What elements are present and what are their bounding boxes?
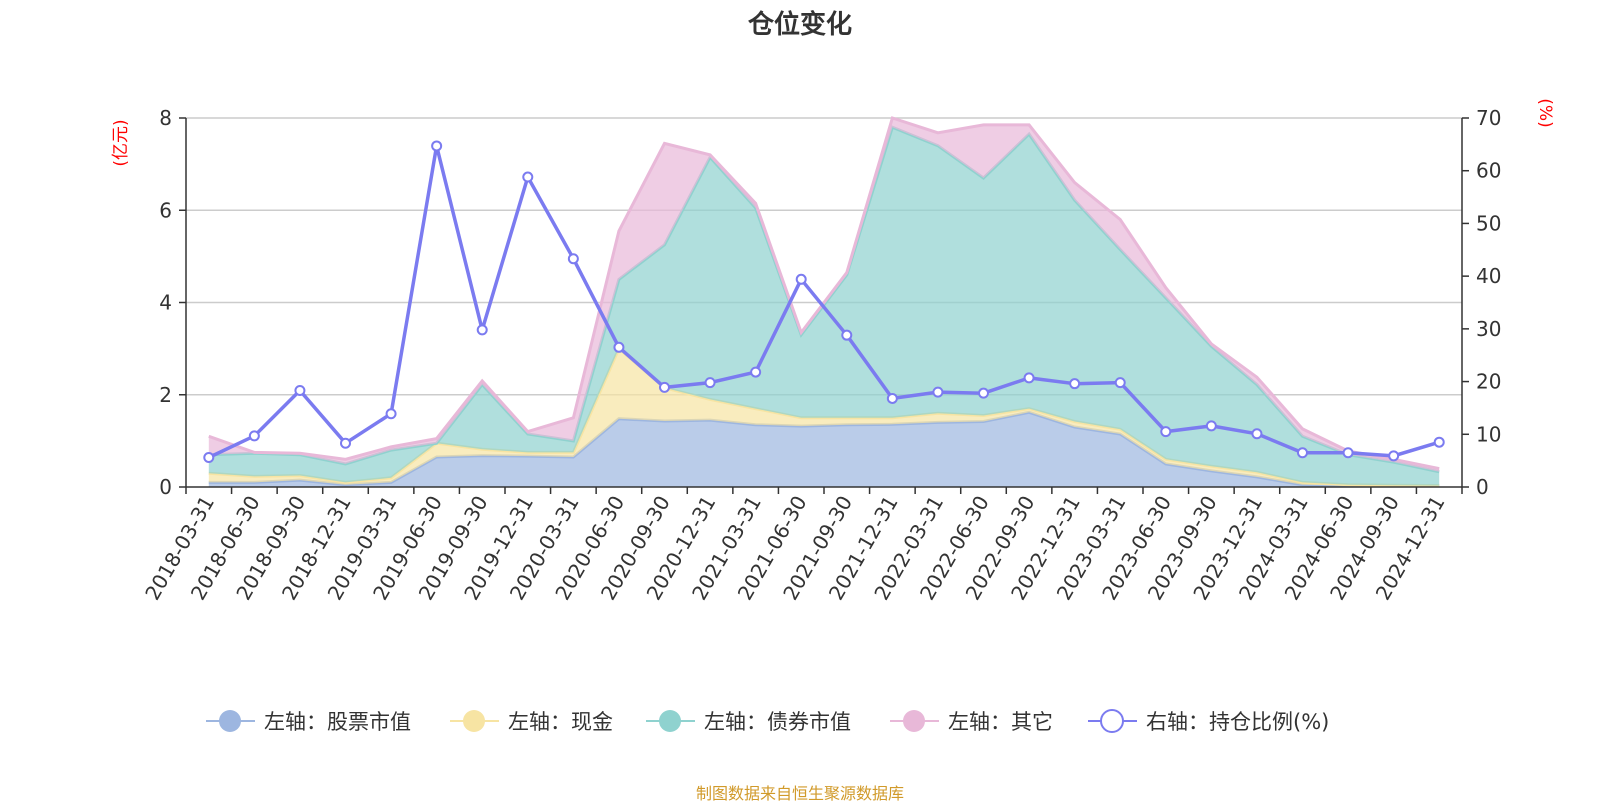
legend-marker [659, 710, 681, 732]
right-tick-label: 20 [1476, 370, 1501, 394]
legend: 左轴：股票市值 左轴：现金 左轴：债券市值 左轴：其它 右轴：持仓比例(%) [206, 709, 1329, 734]
legend-item-2: 左轴：现金 [450, 710, 613, 734]
right-axis-unit: (%) [1535, 98, 1555, 127]
ratio-point [750, 366, 762, 378]
ratio-point [522, 171, 534, 183]
left-tick-label: 0 [159, 475, 172, 499]
ratio-line [208, 144, 1440, 460]
ratio-point [476, 324, 488, 336]
data-source-note: 制图数据来自恒生聚源数据库 [695, 784, 904, 803]
left-axis-unit: (亿元) [111, 119, 131, 166]
ratio-point [1297, 447, 1308, 459]
ratio-point [978, 387, 989, 399]
ratio-point [385, 408, 397, 420]
legend-label: 左轴：其它 [948, 710, 1053, 734]
left-tick-label: 8 [159, 106, 172, 130]
right-tick-label: 60 [1476, 159, 1501, 183]
legend-item-5: 右轴：持仓比例(%) [1088, 709, 1329, 734]
ratio-point [248, 430, 260, 442]
legend-label: 左轴：债券市值 [704, 710, 851, 734]
ratio-point [932, 386, 944, 398]
right-tick-label: 30 [1476, 317, 1501, 341]
left-tick-label: 4 [159, 291, 172, 315]
legend-label: 左轴：现金 [508, 710, 613, 734]
right-tick-label: 10 [1476, 422, 1501, 446]
ratio-point [704, 377, 716, 389]
ratio-point [795, 273, 807, 285]
ratio-point [294, 385, 306, 397]
ratio-line-layer [203, 140, 1445, 463]
ratio-point [1433, 436, 1445, 448]
left-tick-label: 2 [159, 383, 172, 407]
legend-item-3: 左轴：债券市值 [646, 710, 851, 734]
legend-marker [463, 710, 485, 732]
chart-title: 仓位变化 [747, 10, 852, 40]
left-tick-label: 6 [159, 198, 172, 222]
ratio-point [1388, 450, 1400, 462]
ratio-point [567, 253, 579, 265]
area-series-1 [208, 412, 1440, 487]
legend-label: 左轴：股票市值 [264, 710, 411, 734]
ratio-point [1342, 447, 1354, 459]
ratio-point [1160, 426, 1172, 438]
ratio-point [886, 392, 898, 404]
legend-label: 右轴：持仓比例(%) [1146, 710, 1329, 734]
ratio-point [613, 341, 625, 353]
ratio-point [1069, 378, 1081, 390]
right-tick-label: 70 [1476, 106, 1501, 130]
ratio-point [1023, 372, 1035, 384]
area-top-line-4 [208, 116, 1440, 471]
right-tick-label: 40 [1476, 264, 1501, 288]
ratio-point [431, 140, 443, 152]
ratio-point [203, 451, 215, 463]
ratio-point [1205, 420, 1217, 432]
ratio-point [659, 381, 670, 393]
ratio-point [340, 437, 351, 449]
legend-marker [903, 710, 925, 732]
legend-marker [1100, 709, 1124, 733]
ratio-point [841, 329, 853, 341]
right-tick-label: 50 [1476, 211, 1501, 235]
legend-item-4: 左轴：其它 [890, 710, 1053, 734]
ratio-point [1251, 428, 1263, 440]
ratio-point [1114, 377, 1126, 389]
legend-item-1: 左轴：股票市值 [206, 710, 411, 734]
right-tick-label: 0 [1476, 475, 1489, 499]
legend-marker [219, 710, 241, 732]
